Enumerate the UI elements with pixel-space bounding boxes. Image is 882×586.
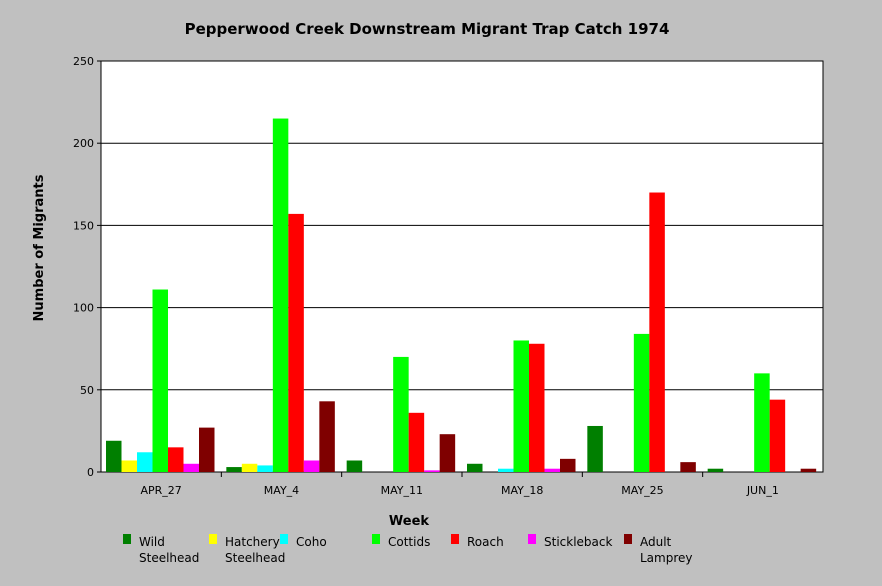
x-tick-label: APR_27 — [141, 484, 182, 497]
legend-swatch — [123, 534, 131, 544]
bar — [303, 460, 320, 472]
legend-swatch — [209, 534, 217, 544]
bar — [121, 460, 137, 472]
bar — [529, 343, 545, 472]
x-axis: APR_27 MAY_4 MAY_11 MAY_18 MAY_25 JUN_1 — [141, 472, 779, 497]
bar — [241, 463, 258, 472]
bar — [769, 399, 786, 472]
bar — [226, 467, 242, 472]
bar — [152, 289, 168, 472]
y-tick-label: 0 — [87, 466, 94, 479]
bar — [346, 460, 363, 472]
bar — [137, 452, 153, 472]
bar — [707, 468, 724, 472]
x-tick-label: MAY_4 — [264, 484, 299, 497]
x-axis-label: Week — [389, 514, 430, 529]
bar — [257, 465, 273, 472]
legend-label: Steelhead — [139, 551, 199, 565]
legend-label: Adult — [640, 535, 672, 549]
legend-label: Roach — [467, 535, 504, 549]
legend-label: Lamprey — [640, 551, 693, 565]
y-tick-label: 250 — [73, 55, 94, 68]
legend-label: Wild — [139, 535, 165, 549]
x-tick-label: MAY_18 — [501, 484, 543, 497]
bar — [168, 447, 184, 472]
bar — [680, 462, 696, 472]
y-tick-label: 100 — [73, 302, 94, 315]
bar — [587, 425, 603, 472]
y-tick-label: 150 — [73, 219, 94, 232]
bar — [498, 468, 514, 472]
bar — [393, 356, 409, 472]
legend-swatch — [280, 534, 288, 544]
gridlines — [101, 142, 823, 391]
bar — [319, 401, 335, 472]
legend: Wild Steelhead Hatchery Steelhead Coho Cottid… — [123, 534, 693, 565]
x-tick-label: JUN_1 — [746, 484, 779, 497]
y-tick-label: 200 — [73, 137, 94, 150]
bars — [106, 118, 817, 472]
y-axis: 0 50 100 150 200 250 — [73, 55, 101, 479]
bar — [800, 468, 817, 472]
bar — [106, 440, 122, 472]
bar — [467, 463, 483, 472]
bar — [288, 213, 304, 472]
bar — [439, 434, 456, 472]
bar — [408, 412, 425, 472]
bar — [272, 118, 289, 472]
legend-label: Steelhead — [225, 551, 285, 565]
plot-area — [100, 60, 824, 473]
legend-label: Coho — [296, 535, 327, 549]
bar — [199, 427, 215, 472]
bar — [544, 468, 560, 472]
bar — [183, 463, 199, 472]
x-tick-label: MAY_25 — [621, 484, 663, 497]
legend-swatch — [372, 534, 380, 544]
bar — [649, 192, 665, 472]
bar — [754, 373, 770, 472]
legend-label: Stickleback — [544, 535, 612, 549]
legend-label: Cottids — [388, 535, 430, 549]
y-tick-label: 50 — [80, 384, 94, 397]
legend-swatch — [528, 534, 536, 544]
bar — [633, 333, 650, 472]
bar — [424, 470, 440, 472]
bar — [513, 340, 529, 472]
y-axis-label: Number of Migrants — [32, 174, 47, 321]
bar — [560, 458, 576, 472]
legend-label: Hatchery — [225, 535, 280, 549]
legend-swatch — [451, 534, 459, 544]
x-tick-label: MAY_11 — [381, 484, 423, 497]
legend-swatch — [624, 534, 632, 544]
chart-title: Pepperwood Creek Downstream Migrant Trap… — [185, 20, 670, 38]
